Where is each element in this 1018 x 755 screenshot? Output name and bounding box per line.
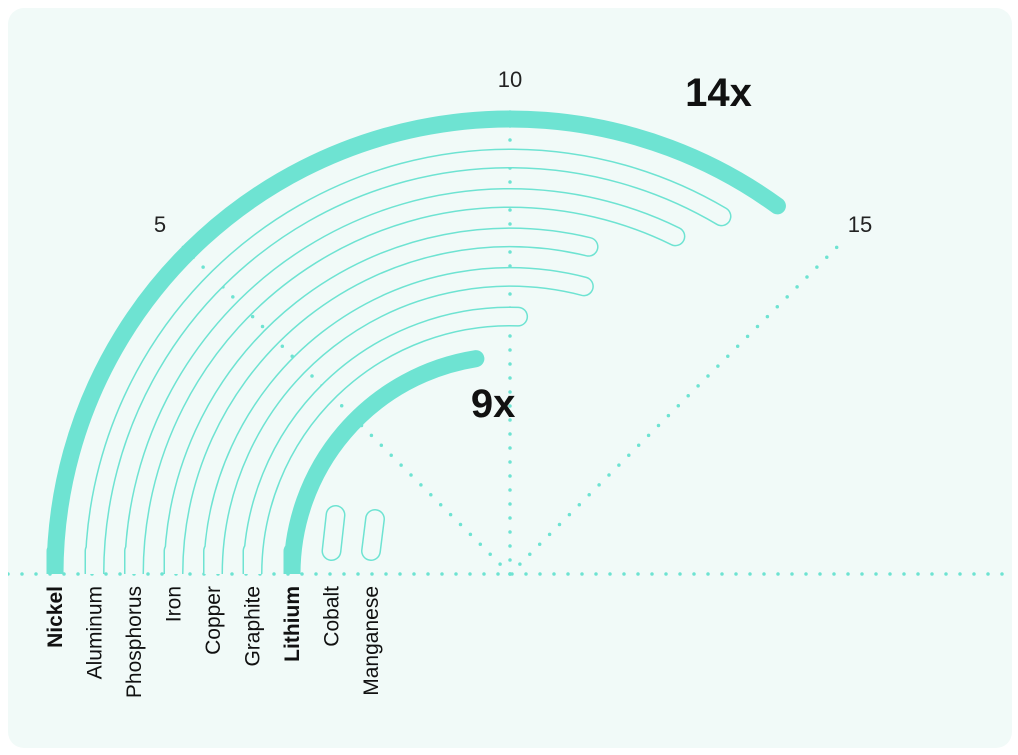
category-label-copper: Copper: [202, 586, 225, 655]
category-label-graphite: Graphite: [242, 586, 265, 667]
chart-card: 5 10 15 Nickel Aluminum Phosphorus Iron Copper G…: [8, 8, 1012, 748]
bar-lithium: [283, 350, 485, 575]
bars-layer: [46, 110, 786, 575]
bar-nickel: [46, 110, 786, 575]
category-label-phosphorus: Phosphorus: [123, 586, 146, 698]
bar-inner-copper: [204, 268, 593, 575]
bar-inner-aluminum: [86, 150, 731, 575]
category-label-iron: Iron: [163, 586, 186, 622]
bar-inner-graphite: [244, 308, 527, 575]
category-label-manganese: Manganese: [360, 586, 383, 696]
radial-gridline: [175, 239, 512, 576]
bar-inner-iron: [165, 229, 598, 575]
labels-layer: 5 10 15 Nickel Aluminum Phosphorus Iron Copper G…: [44, 67, 872, 698]
callout-nickel: 14x: [685, 71, 752, 115]
radial-gridline: [508, 239, 845, 576]
bar-inner-manganese: [362, 510, 384, 560]
category-label-lithium: Lithium: [281, 586, 304, 662]
category-label-cobalt: Cobalt: [321, 586, 344, 647]
category-label-aluminum: Aluminum: [84, 586, 107, 679]
tick-label: 5: [154, 212, 166, 237]
tick-label: 10: [498, 67, 522, 92]
bar-inner-phosphorus: [125, 189, 684, 575]
bar-copper: [203, 267, 594, 575]
tick-label: 15: [848, 212, 872, 237]
radial-bar-chart: 5 10 15 Nickel Aluminum Phosphorus Iron Copper G…: [8, 67, 1012, 698]
callout-lithium: 9x: [471, 382, 516, 426]
category-label-nickel: Nickel: [44, 586, 67, 648]
bar-inner-cobalt: [323, 506, 344, 560]
